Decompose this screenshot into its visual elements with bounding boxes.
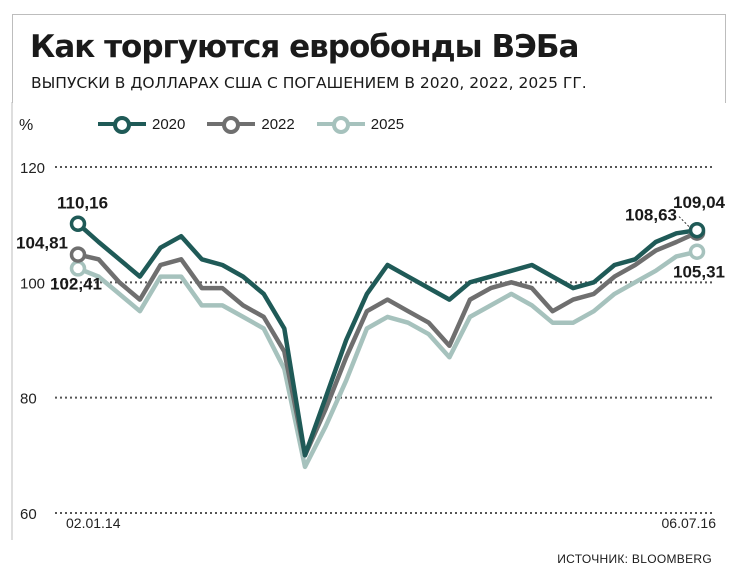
y-tick-label: 60 xyxy=(20,506,37,523)
legend-label: 2025 xyxy=(370,115,405,133)
source-note: ИСТОЧНИК: BLOOMBERG xyxy=(557,552,712,566)
start-label-2020: 110,16 xyxy=(57,194,108,213)
y-tick-label: 80 xyxy=(20,391,37,408)
y-tick-label: 120 xyxy=(20,160,45,177)
legend-label: 2022 xyxy=(261,115,295,133)
x-tick-label: 06.07.16 xyxy=(662,515,717,531)
series-line-2022 xyxy=(75,230,700,458)
legend-swatch-icon xyxy=(316,115,365,134)
title-frame xyxy=(12,14,726,103)
end-label-2020: 109,04 xyxy=(673,193,726,212)
x-tick-label: 02.01.14 xyxy=(66,515,121,531)
end-point-2020 xyxy=(688,221,706,239)
legend-swatch-icon xyxy=(207,115,256,134)
series-line-2020 xyxy=(75,221,700,458)
subtitle: ВЫПУСКИ В ДОЛЛАРАХ США С ПОГАШЕНИЕМ В 20… xyxy=(31,74,587,92)
start-point-2025 xyxy=(69,260,87,277)
legend: 2020 2022 2025 xyxy=(98,115,405,134)
start-point-2022 xyxy=(69,246,87,263)
end-label-2022: 108,63 xyxy=(625,206,677,225)
start-label-2022: 104,81 xyxy=(16,234,68,253)
start-point-2020 xyxy=(69,215,87,232)
start-label-2025: 102,41 xyxy=(50,274,102,293)
legend-label: 2020 xyxy=(152,115,186,133)
legend-item-2025: 2025 xyxy=(316,115,405,134)
legend-item-2022: 2022 xyxy=(207,115,295,134)
end-label-2025: 105,31 xyxy=(673,263,725,282)
y-tick-label: 100 xyxy=(20,275,45,292)
page-title: Как торгуются евробонды ВЭБа xyxy=(30,29,579,65)
series-line-2025 xyxy=(75,249,700,470)
end-label-leader xyxy=(678,216,692,229)
end-point-2025 xyxy=(688,243,706,260)
legend-swatch-icon xyxy=(98,115,146,134)
legend-item-2020: 2020 xyxy=(98,115,186,134)
y-unit-label: % xyxy=(19,117,34,134)
